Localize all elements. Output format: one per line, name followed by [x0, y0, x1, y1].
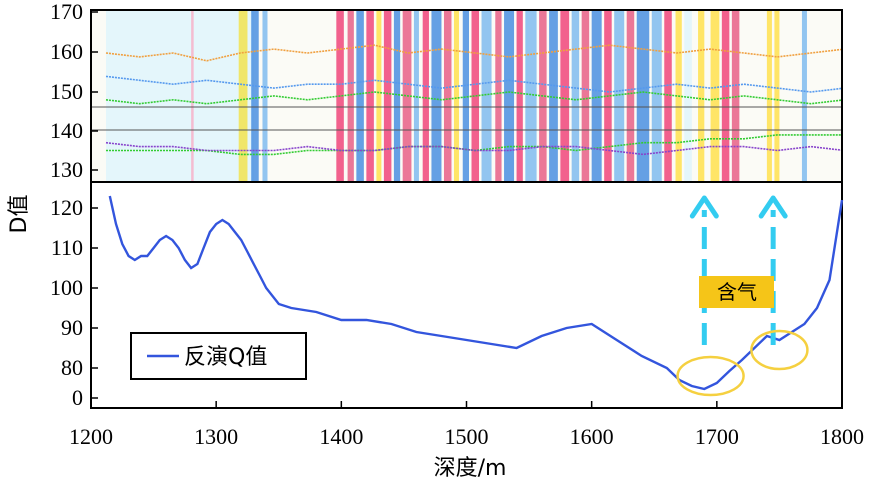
log-band	[516, 10, 523, 182]
log-band	[636, 10, 650, 182]
legend-label: 反演Q值	[184, 345, 267, 370]
log-band	[471, 10, 480, 182]
y-axis-label: D值	[7, 195, 32, 234]
log-trace-orange	[105, 44, 842, 62]
log-band	[766, 10, 772, 182]
log-band	[651, 10, 662, 182]
log-band	[560, 10, 570, 182]
log-band	[191, 10, 194, 182]
series-line-q	[108, 195, 844, 391]
gas-arrow-head	[689, 195, 719, 219]
log-trace-green	[105, 91, 842, 105]
log-trace-blue	[105, 75, 842, 93]
legend-box	[130, 332, 307, 380]
log-band	[462, 10, 470, 182]
annotation-label: 含气	[717, 280, 757, 304]
log-band	[413, 10, 419, 182]
log-band	[626, 10, 635, 182]
log-band	[614, 10, 625, 182]
log-band	[366, 10, 374, 182]
x-axis-label: 深度/m	[434, 456, 507, 479]
log-band	[591, 10, 602, 182]
x-tick-label: 1600	[570, 424, 614, 449]
log-band	[262, 10, 268, 182]
log-band	[481, 10, 492, 182]
y-axis-ticks: 0 80 90 100 110 120 130 140 150 160 170	[50, 0, 98, 410]
log-band	[453, 10, 459, 182]
y-tick-label: 120	[50, 195, 83, 220]
log-band	[376, 10, 382, 182]
gas-circle	[676, 355, 745, 397]
log-bands	[106, 10, 807, 182]
log-band	[504, 10, 515, 182]
log-band	[431, 10, 442, 182]
log-band	[393, 10, 401, 182]
log-band	[356, 10, 364, 182]
y-tick-label: 170	[50, 0, 83, 24]
x-tick-label: 1300	[194, 424, 238, 449]
log-band	[664, 10, 672, 182]
gas-circles	[676, 329, 809, 397]
y-tick-label: 150	[50, 79, 83, 104]
x-tick-label: 1800	[820, 424, 864, 449]
y-tick-label: 110	[51, 235, 83, 260]
x-tick-label: 1400	[319, 424, 363, 449]
gas-arrows	[689, 195, 788, 345]
log-band	[383, 10, 392, 182]
log-band	[347, 10, 354, 182]
log-band	[422, 10, 429, 182]
log-band	[549, 10, 558, 182]
log-band	[106, 10, 254, 182]
y-tick-label: 0	[72, 385, 83, 410]
log-trace-purple	[105, 141, 842, 156]
log-band	[801, 10, 807, 182]
x-tick-label: 1700	[695, 424, 739, 449]
log-traces	[105, 44, 842, 156]
y-tick-label: 140	[50, 118, 83, 143]
y-tick-label: 100	[50, 275, 83, 300]
log-band	[443, 10, 452, 182]
log-band	[571, 10, 580, 182]
log-band	[684, 10, 692, 182]
log-band	[710, 10, 720, 182]
log-band	[721, 10, 730, 182]
log-band	[698, 10, 705, 182]
x-tick-label: 1500	[445, 424, 489, 449]
y-tick-label: 80	[61, 355, 83, 380]
gas-arrow-head	[758, 195, 788, 219]
log-band	[731, 10, 740, 182]
log-band	[238, 10, 248, 182]
y-tick-label: 90	[61, 315, 83, 340]
log-band	[581, 10, 590, 182]
log-band	[495, 10, 502, 182]
x-tick-label: 1200	[69, 424, 113, 449]
gas-circle	[750, 329, 809, 371]
y-tick-label: 160	[50, 39, 83, 64]
x-axis-ticks: 1200 1300 1400 1500 1600 1700 1800	[69, 401, 864, 449]
log-band	[774, 10, 780, 182]
log-band	[251, 10, 259, 182]
log-band	[525, 10, 537, 182]
y-tick-label: 130	[50, 157, 83, 182]
annotation-box	[699, 276, 774, 308]
